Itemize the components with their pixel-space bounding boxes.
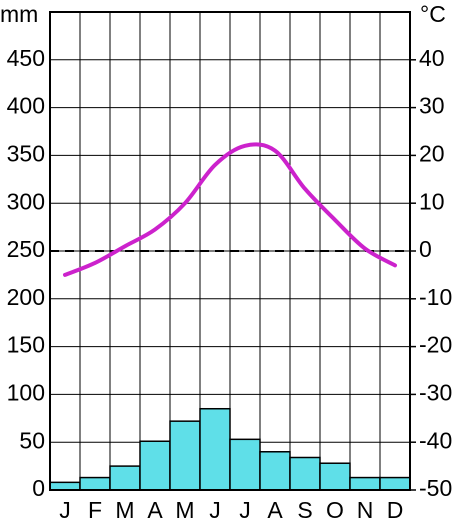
x-tick-label: A: [267, 497, 283, 523]
bar: [229, 438, 261, 491]
y-tick-label: 300: [7, 188, 45, 214]
bar: [349, 476, 381, 491]
x-tick-label: M: [115, 497, 134, 523]
x-tick-label: S: [297, 497, 312, 523]
x-tick-label: F: [88, 497, 102, 523]
y2-tick-label: -30: [419, 379, 452, 405]
y-tick-label: 400: [7, 93, 45, 119]
y2-tick-label: 20: [419, 140, 445, 166]
x-tick-label: J: [239, 497, 251, 523]
temperature-line: [63, 142, 397, 277]
x-tick-label: M: [175, 497, 194, 523]
y2-tick-label: 40: [419, 45, 445, 71]
y-tick-label: 450: [7, 45, 45, 71]
x-tick-label: O: [326, 497, 344, 523]
x-tick-label: J: [59, 497, 71, 523]
y-tick-label: 150: [7, 332, 45, 358]
y2-tick-label: 0: [419, 236, 432, 262]
x-tick-label: N: [357, 497, 374, 523]
bar: [139, 440, 171, 491]
x-tick-label: A: [147, 497, 163, 523]
bar: [319, 462, 351, 491]
bar: [49, 481, 81, 491]
y2-tick-label: -40: [419, 427, 452, 453]
plot-frame: [49, 11, 411, 491]
y-tick-label: 250: [7, 236, 45, 262]
bar: [109, 465, 141, 491]
bar: [79, 476, 111, 491]
bar: [379, 476, 411, 491]
y2-tick-label: -50: [419, 475, 452, 501]
y2-tick-label: -10: [419, 284, 452, 310]
y2-tick-label: 30: [419, 93, 445, 119]
y-tick-label: 350: [7, 140, 45, 166]
x-tick-label: J: [209, 497, 221, 523]
y-axis-label: mm: [0, 1, 38, 27]
y-tick-label: 50: [19, 427, 45, 453]
bar: [169, 420, 201, 491]
bar: [199, 407, 231, 491]
bar: [259, 451, 291, 491]
y-tick-label: 200: [7, 284, 45, 310]
y2-tick-label: 10: [419, 188, 445, 214]
y2-axis-label: °C: [420, 1, 446, 27]
bar: [289, 456, 321, 491]
y-tick-label: 0: [32, 475, 45, 501]
y2-tick-label: -20: [419, 332, 452, 358]
y-tick-label: 100: [7, 379, 45, 405]
x-tick-label: D: [387, 497, 404, 523]
